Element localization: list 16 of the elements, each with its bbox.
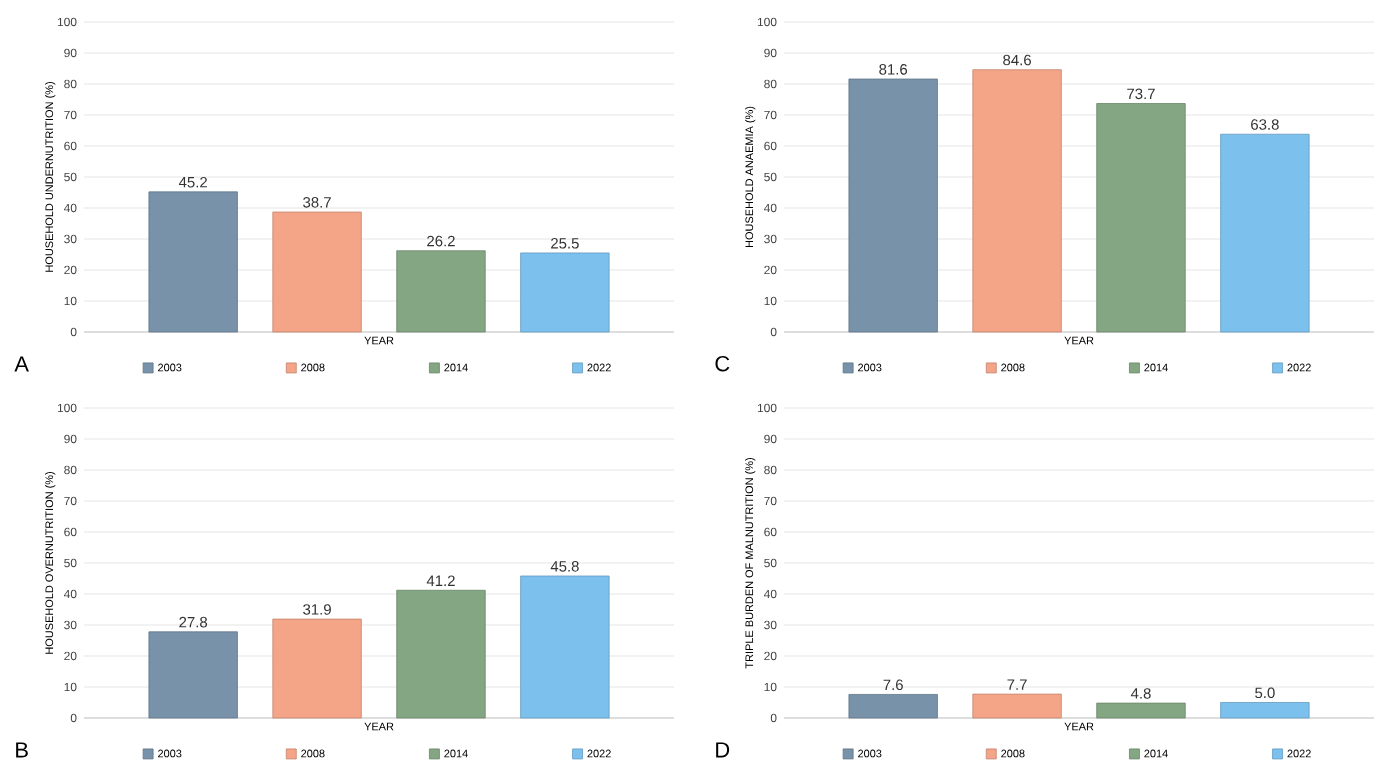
bar bbox=[148, 191, 238, 333]
text: B bbox=[16, 742, 28, 758]
bar bbox=[148, 631, 238, 719]
text: C bbox=[715, 355, 730, 372]
text: D bbox=[716, 742, 730, 758]
bar bbox=[272, 618, 362, 719]
bar bbox=[272, 211, 362, 333]
bar bbox=[972, 69, 1062, 333]
bar bbox=[396, 589, 486, 719]
bar bbox=[1096, 103, 1186, 333]
bar bbox=[520, 252, 610, 333]
text: A bbox=[14, 356, 29, 372]
bar bbox=[396, 250, 486, 333]
bar bbox=[848, 78, 938, 333]
bar bbox=[1220, 133, 1310, 333]
bar bbox=[520, 575, 610, 719]
